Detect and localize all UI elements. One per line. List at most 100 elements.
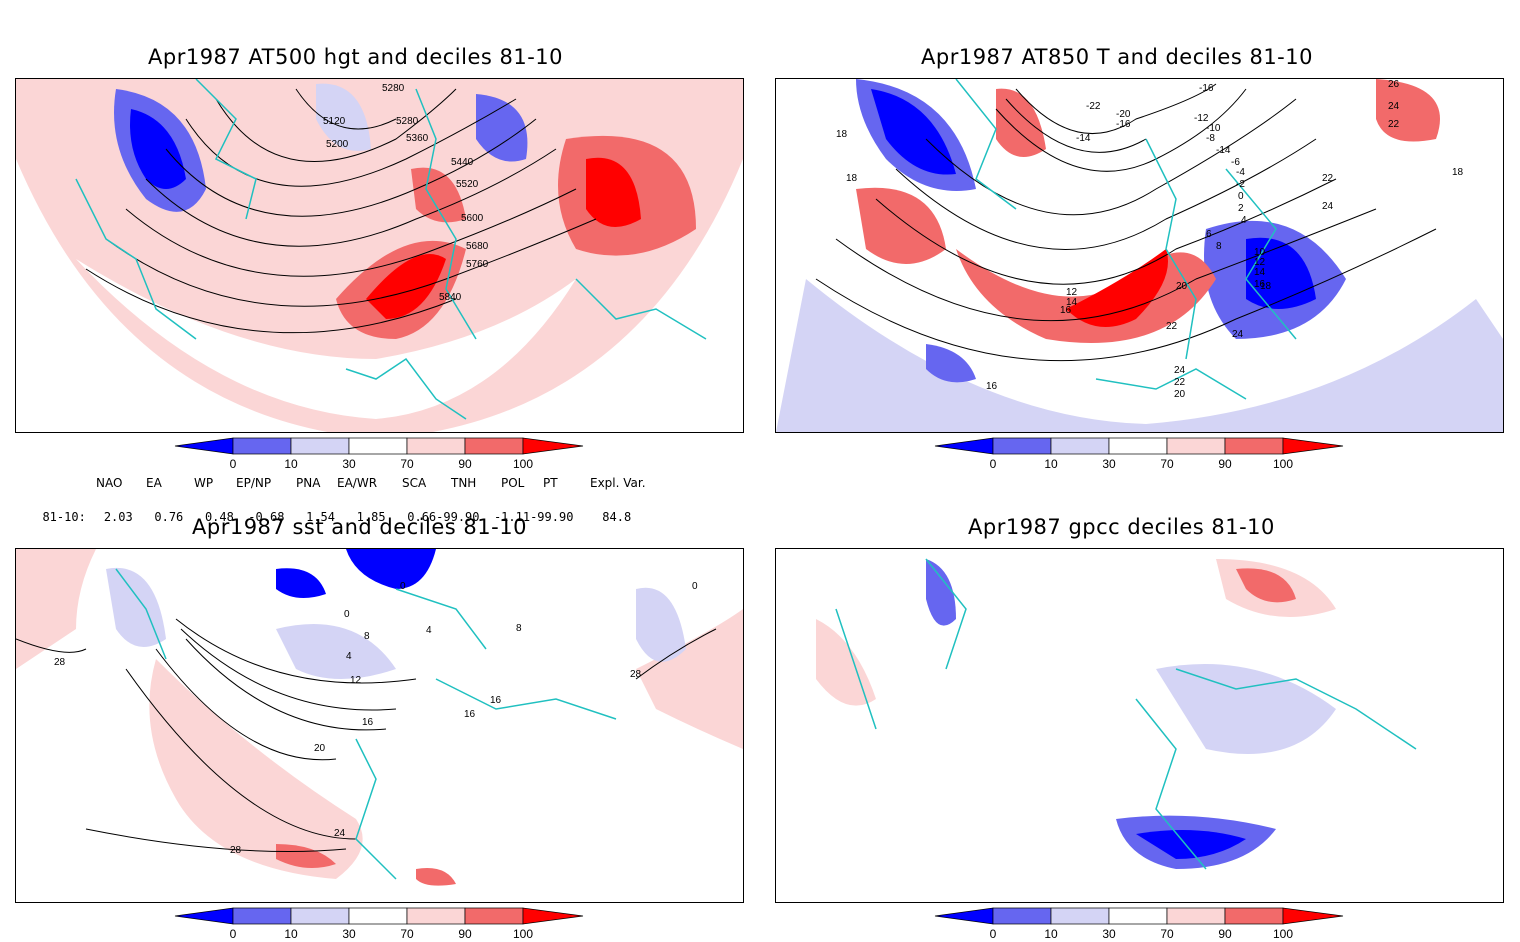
coastlines: [955, 79, 1297, 400]
svg-text:100: 100: [513, 927, 533, 941]
svg-text:22: 22: [1388, 119, 1400, 130]
arctic-cold: [346, 549, 436, 589]
map-panel-sst: 0 0 4 8 12 16 20 24 28 28 8 4 16 16 28 0: [15, 548, 744, 903]
svg-text:-6: -6: [1231, 157, 1240, 168]
index-row-label: 81-10:: [42, 510, 86, 524]
svg-text:24: 24: [1232, 329, 1244, 340]
map-t850: -16 -22 -20 -16 -14 -12 -10 -8 -14 -6 -4…: [776, 79, 1503, 432]
svg-text:14: 14: [1254, 267, 1266, 278]
svg-text:-4: -4: [1236, 167, 1245, 178]
index-name-epnp: EP/NP: [236, 476, 272, 490]
svg-text:16: 16: [490, 695, 502, 706]
svg-text:24: 24: [1174, 365, 1186, 376]
svg-text:30: 30: [1102, 927, 1116, 941]
low-anomaly-core: [130, 109, 186, 189]
svg-text:0: 0: [344, 609, 350, 620]
high-anomaly: [856, 187, 946, 264]
map-panel-t850: -16 -22 -20 -16 -14 -12 -10 -8 -14 -6 -4…: [775, 78, 1504, 433]
svg-text:28: 28: [54, 657, 66, 668]
svg-text:0: 0: [230, 927, 237, 941]
svg-text:10: 10: [1044, 927, 1058, 941]
svg-text:5600: 5600: [461, 213, 484, 224]
cold-region-2: [276, 624, 396, 679]
coastlines: [115, 568, 617, 880]
svg-text:16: 16: [986, 381, 998, 392]
svg-text:0: 0: [400, 581, 406, 592]
index-name-pol: POL: [501, 476, 525, 490]
svg-text:26: 26: [1388, 79, 1400, 90]
svg-text:-10: -10: [1206, 123, 1221, 134]
dry-cluster: [1236, 568, 1296, 603]
svg-text:5280: 5280: [396, 116, 419, 127]
colorbar-sst: 0 10 30 70 90 100: [174, 907, 584, 941]
svg-text:100: 100: [1273, 457, 1293, 471]
svg-text:24: 24: [1388, 101, 1400, 112]
map-gpcc: [816, 558, 1417, 870]
index-name-ea: EA: [146, 476, 162, 490]
svg-text:-12: -12: [1194, 113, 1209, 124]
low-anomaly-3: [316, 83, 371, 151]
index-values: 2.03 0.76 0.48 -0.68 1.54 1.85 0.66-99.9…: [103, 510, 632, 524]
high-anomaly-3: [996, 88, 1046, 157]
colorbar-t850: 0 10 30 70 90 100: [934, 437, 1344, 471]
svg-text:-14: -14: [1076, 133, 1091, 144]
wet-cluster-1: [926, 559, 956, 626]
index-name-explvar: Expl. Var.: [590, 476, 646, 490]
svg-text:20: 20: [314, 743, 326, 754]
index-name-wp: WP: [194, 476, 214, 490]
high-anomaly-4: [1376, 79, 1440, 142]
svg-text:4: 4: [346, 651, 352, 662]
neutral-band: [76, 259, 576, 419]
contour-labels: -16 -22 -20 -16 -14 -12 -10 -8 -14 -6 -4…: [836, 79, 1464, 400]
svg-text:0: 0: [230, 457, 237, 471]
high-anomaly-5: [411, 167, 466, 223]
svg-text:5360: 5360: [406, 133, 429, 144]
low-anomaly-2: [476, 94, 528, 162]
svg-text:0: 0: [990, 927, 997, 941]
warm-region-atlantic: [149, 659, 363, 879]
svg-text:16: 16: [1254, 279, 1266, 290]
svg-text:8: 8: [1216, 241, 1222, 252]
svg-text:18: 18: [836, 129, 848, 140]
coastlines: [835, 558, 1417, 870]
svg-text:-16: -16: [1116, 119, 1131, 130]
svg-text:-16: -16: [1199, 83, 1214, 94]
svg-text:22: 22: [1322, 173, 1334, 184]
svg-text:5280: 5280: [382, 83, 405, 94]
svg-text:5840: 5840: [439, 292, 462, 303]
high-anomaly-core: [586, 157, 641, 227]
svg-text:16: 16: [464, 709, 476, 720]
svg-text:12: 12: [1066, 287, 1078, 298]
svg-text:16: 16: [362, 717, 374, 728]
panel-title-hgt500: Apr1987 AT500 hgt and deciles 81-10: [148, 45, 564, 69]
svg-text:70: 70: [1160, 457, 1174, 471]
svg-text:100: 100: [513, 457, 533, 471]
index-values-row: 81-10: 2.03 0.76 0.48 -0.68 1.54 1.85 0.6…: [28, 496, 631, 524]
svg-text:70: 70: [1160, 927, 1174, 941]
svg-text:8: 8: [364, 631, 370, 642]
index-header: NAO EA WP EP/NP PNA EA/WR SCA TNH POL PT…: [0, 476, 760, 492]
pale-region-2: [1156, 664, 1336, 754]
svg-text:-8: -8: [1206, 133, 1215, 144]
svg-text:30: 30: [342, 457, 356, 471]
svg-text:5520: 5520: [456, 179, 479, 190]
index-name-eawr: EA/WR: [337, 476, 378, 490]
map-panel-gpcc: [775, 548, 1504, 903]
warm-region-west: [16, 549, 96, 669]
svg-text:0: 0: [692, 581, 698, 592]
svg-text:6: 6: [1206, 229, 1212, 240]
svg-text:0: 0: [990, 457, 997, 471]
svg-text:10: 10: [284, 927, 298, 941]
wet-cluster-2-core: [1136, 830, 1246, 859]
low-anomaly-3: [926, 344, 976, 383]
contour-labels: 5280 5120 5200 5280 5360 5440 5520 5600 …: [323, 83, 489, 303]
svg-text:28: 28: [630, 669, 642, 680]
neutral-band: [776, 279, 1503, 432]
svg-text:100: 100: [1273, 927, 1293, 941]
svg-text:5760: 5760: [466, 259, 489, 270]
svg-text:-14: -14: [1216, 145, 1231, 156]
map-panel-hgt500: 5280 5120 5200 5280 5360 5440 5520 5600 …: [15, 78, 744, 433]
svg-text:90: 90: [458, 927, 472, 941]
svg-text:30: 30: [1102, 457, 1116, 471]
index-name-tnh: TNH: [451, 476, 477, 490]
